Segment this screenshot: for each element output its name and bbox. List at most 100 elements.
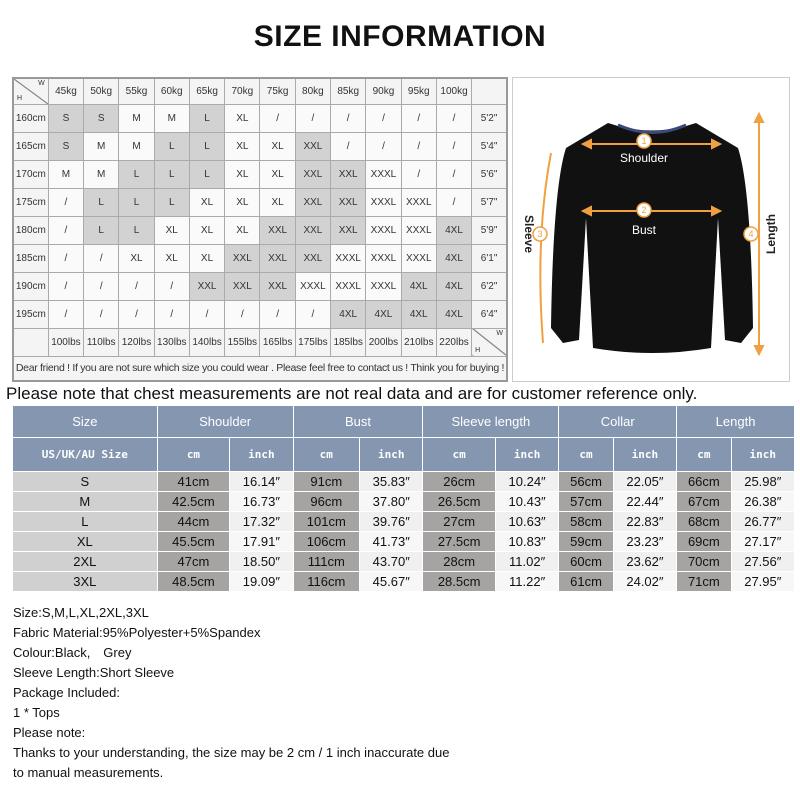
empty-cell	[471, 77, 508, 105]
weight-kg-header: 70kg	[224, 77, 261, 105]
size-cell: XXXL	[365, 243, 402, 273]
size-cell: /	[47, 299, 85, 329]
product-description: Size:S,M,L,XL,2XL,3XL Fabric Material:95%…	[13, 603, 449, 783]
size-cell: L	[118, 187, 155, 217]
unit-cm: cm	[558, 437, 614, 472]
size-cell: 4XL	[400, 299, 437, 329]
inch-value: 39.76″	[359, 511, 424, 532]
size-cell: /	[365, 131, 402, 161]
weight-kg-header: 75kg	[259, 77, 296, 105]
column-header: Collar	[558, 405, 678, 438]
size-cell: 4XL	[435, 299, 473, 329]
inch-value: 26.38″	[730, 491, 796, 512]
cm-value: 67cm	[676, 491, 732, 512]
bust-label: Bust	[632, 223, 657, 237]
unit-cm: cm	[422, 437, 496, 472]
cm-value: 116cm	[292, 571, 361, 592]
inch-value: 26.77″	[730, 511, 796, 532]
size-cell: 4XL	[365, 299, 402, 329]
size-cell: XL	[118, 243, 155, 273]
marker-3: 3	[537, 229, 542, 239]
size-cell: XL	[259, 131, 296, 161]
size-cell: XXXL	[365, 215, 402, 245]
weight-kg-header: 85kg	[330, 77, 367, 105]
weight-kg-header: 80kg	[294, 77, 332, 105]
size-cell: /	[153, 271, 190, 301]
size-cell: /	[330, 103, 367, 133]
size-cell: /	[47, 215, 85, 245]
size-cell: M	[83, 159, 120, 189]
size-cell: M	[47, 159, 85, 189]
unit-inch: inch	[730, 437, 796, 472]
cm-value: 59cm	[558, 531, 614, 552]
size-cell: /	[83, 243, 120, 273]
unit-inch: inch	[494, 437, 560, 472]
inch-value: 22.05″	[612, 471, 678, 492]
weight-lbs-header: 200lbs	[365, 327, 402, 357]
size-cell: XXXL	[294, 271, 332, 301]
size-cell: S	[47, 103, 85, 133]
inch-value: 19.09″	[229, 571, 294, 592]
measure-row: M 42.5cm 16.73″ 96cm 37.80″ 26.5cm 10.43″ 57cm 2…	[12, 491, 796, 512]
inch-value: 41.73″	[359, 531, 424, 552]
description-line: to manual measurements.	[13, 765, 164, 780]
size-cell: S	[12, 471, 158, 492]
size-cell: XL	[224, 131, 261, 161]
size-cell: /	[188, 299, 226, 329]
weight-kg-header: 100kg	[435, 77, 473, 105]
cm-value: 56cm	[558, 471, 614, 492]
size-cell: XXL	[224, 271, 261, 301]
weight-lbs-row: 100lbs 110lbs 120lbs 130lbs 140lbs 155lbs 165l…	[12, 327, 508, 357]
inch-value: 37.80″	[359, 491, 424, 512]
inch-value: 10.43″	[494, 491, 560, 512]
cm-value: 26.5cm	[422, 491, 496, 512]
size-cell: L	[118, 215, 155, 245]
size-cell: /	[118, 271, 155, 301]
size-cell: 4XL	[435, 271, 473, 301]
column-header: Bust	[292, 405, 424, 438]
inch-value: 10.63″	[494, 511, 560, 532]
size-cell: /	[435, 131, 473, 161]
size-cell: /	[435, 187, 473, 217]
size-cell: L	[188, 103, 226, 133]
size-cell: XL	[224, 187, 261, 217]
sweater-image: 1 2 3 4 Shoulder Bust Sleeve Length	[522, 111, 778, 357]
weight-lbs-header: 130lbs	[153, 327, 190, 357]
cm-value: 70cm	[676, 551, 732, 572]
weight-lbs-header: 100lbs	[47, 327, 85, 357]
inch-value: 22.44″	[612, 491, 678, 512]
size-cell: S	[83, 103, 120, 133]
size-cell: XXXL	[330, 271, 367, 301]
height-cm: 170cm	[12, 159, 49, 189]
size-cell: XL	[188, 187, 226, 217]
size-cell: XL	[153, 215, 190, 245]
unit-cm: cm	[156, 437, 231, 472]
weight-lbs-header: 175lbs	[294, 327, 332, 357]
description-line: Sleeve Length:Short Sleeve	[13, 665, 175, 680]
inch-value: 18.50″	[229, 551, 294, 572]
size-cell: L	[153, 187, 190, 217]
weight-lbs-header: 140lbs	[188, 327, 226, 357]
height-cm: 190cm	[12, 271, 49, 301]
inch-value: 16.73″	[229, 491, 294, 512]
cm-value: 68cm	[676, 511, 732, 532]
size-cell: XXL	[294, 187, 332, 217]
size-cell: M	[83, 131, 120, 161]
height-cm: 180cm	[12, 215, 49, 245]
header-row: Size Shoulder Bust Sleeve length Collar Lengt…	[12, 405, 795, 438]
measure-row: 2XL 47cm 18.50″ 111cm 43.70″ 28cm 11.02″ 60cm 23…	[12, 551, 796, 572]
weight-lbs-header: 220lbs	[435, 327, 473, 357]
cm-value: 66cm	[676, 471, 732, 492]
inch-value: 27.95″	[730, 571, 796, 592]
size-cell: 2XL	[12, 551, 158, 572]
measurement-table: Size Shoulder Bust Sleeve length Collar Lengt…	[12, 405, 796, 592]
description-line: Please note:	[13, 725, 86, 740]
size-cell: 3XL	[12, 571, 158, 592]
measure-row: L 44cm 17.32″ 101cm 39.76″ 27cm 10.63″ 58cm 22.8…	[12, 511, 796, 532]
size-cell: /	[118, 299, 155, 329]
size-cell: /	[47, 243, 85, 273]
size-cell: L	[188, 159, 226, 189]
size-cell: /	[294, 103, 332, 133]
size-cell: 4XL	[435, 243, 473, 273]
